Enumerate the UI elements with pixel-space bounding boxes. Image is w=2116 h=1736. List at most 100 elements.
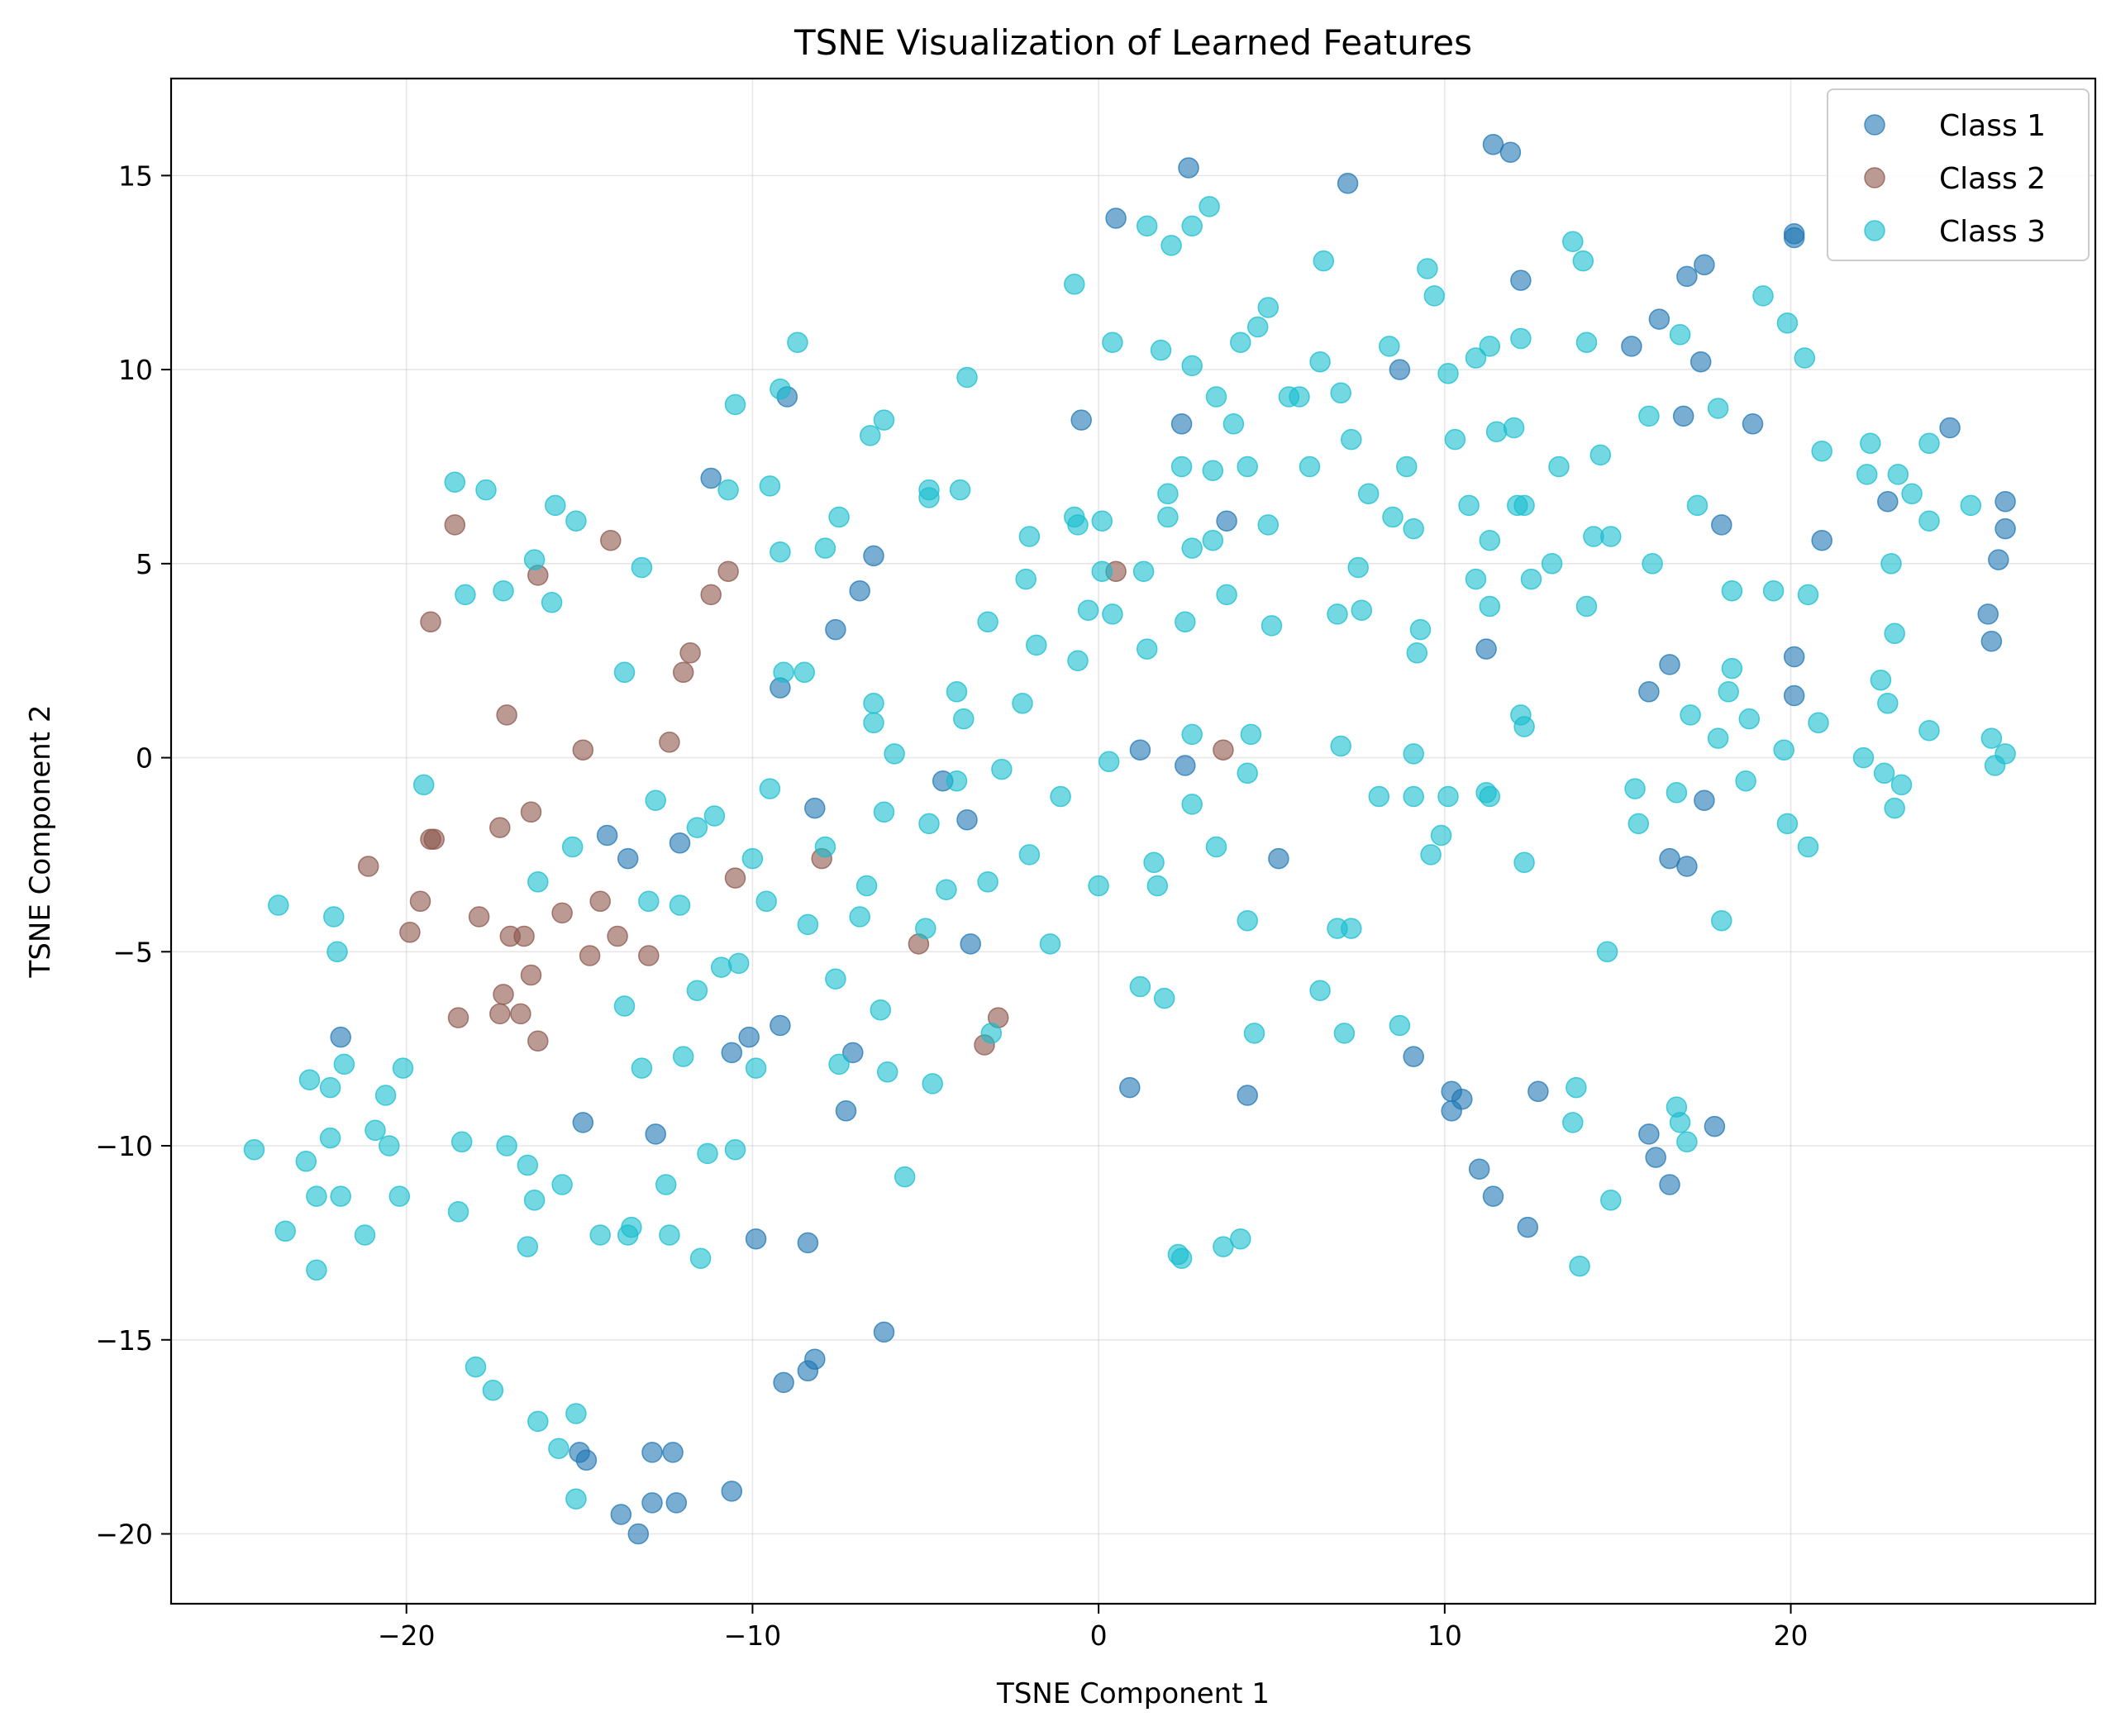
point-class-2	[638, 945, 660, 966]
point-class-1	[738, 1026, 760, 1048]
point-class-3	[412, 774, 435, 796]
point-class-3	[876, 1061, 898, 1083]
point-class-3	[828, 1053, 850, 1075]
point-class-3	[946, 770, 968, 792]
y-tick-label: −20	[95, 1518, 153, 1550]
point-class-1	[1742, 413, 1764, 435]
legend-label-class-3: Class 3	[1939, 215, 2046, 249]
point-class-3	[330, 1185, 351, 1207]
point-class-1	[665, 1492, 688, 1514]
point-class-3	[855, 875, 878, 897]
point-class-3	[1918, 510, 1940, 532]
point-class-1	[1499, 141, 1522, 163]
legend-label-class-2: Class 2	[1939, 162, 2046, 196]
point-class-1	[1676, 856, 1698, 877]
point-class-1	[627, 1523, 650, 1545]
point-class-3	[496, 1135, 517, 1157]
point-class-3	[548, 1438, 570, 1459]
point-class-3	[1711, 909, 1732, 932]
point-class-3	[1880, 553, 1902, 575]
point-class-3	[1513, 851, 1535, 874]
point-class-3	[306, 1259, 327, 1281]
point-class-3	[243, 1138, 265, 1161]
y-axis-label: TSNE Component 2	[24, 705, 57, 979]
point-class-3	[1707, 398, 1729, 419]
point-class-3	[741, 847, 764, 870]
point-class-3	[1680, 704, 1701, 726]
point-class-3	[863, 712, 884, 734]
point-class-1	[641, 1442, 663, 1463]
point-class-3	[1794, 347, 1816, 369]
point-class-3	[1050, 785, 1071, 808]
point-class-3	[1458, 494, 1480, 517]
point-class-1	[745, 1228, 767, 1250]
point-class-3	[613, 995, 636, 1017]
point-class-1	[1510, 269, 1532, 291]
point-class-3	[1901, 483, 1923, 505]
point-class-2	[724, 867, 746, 889]
point-class-1	[617, 847, 639, 870]
point-class-3	[323, 906, 345, 928]
point-class-1	[1783, 227, 1805, 249]
point-class-3	[1548, 455, 1570, 478]
x-tick-label: −10	[724, 1619, 782, 1652]
point-class-3	[703, 805, 726, 827]
point-class-3	[1012, 693, 1033, 714]
point-class-1	[1482, 1185, 1504, 1207]
point-class-3	[274, 1220, 296, 1242]
point-class-1	[330, 1026, 351, 1048]
point-class-3	[1347, 556, 1369, 579]
point-class-3	[1721, 579, 1743, 602]
point-class-3	[1884, 797, 1905, 819]
point-class-3	[1153, 987, 1175, 1009]
point-class-3	[1222, 413, 1245, 435]
point-class-3	[759, 778, 781, 799]
point-class-3	[1351, 599, 1373, 621]
point-class-3	[638, 890, 660, 913]
point-class-3	[631, 556, 653, 579]
point-class-3	[268, 894, 289, 916]
point-class-3	[755, 890, 777, 913]
legend: Class 1 Class 2 Class 3	[1827, 88, 2090, 261]
point-class-1	[873, 1321, 895, 1343]
point-class-2	[510, 1003, 531, 1025]
point-class-3	[1018, 526, 1041, 547]
point-class-3	[1642, 553, 1663, 575]
point-class-3	[1437, 363, 1459, 384]
point-class-3	[1890, 774, 1913, 796]
point-class-3	[1666, 782, 1688, 804]
point-class-3	[787, 331, 808, 353]
point-class-3	[1752, 285, 1774, 307]
point-class-1	[1638, 681, 1660, 703]
point-class-3	[1257, 297, 1280, 318]
point-class-3	[849, 906, 870, 928]
point-class-3	[1513, 494, 1535, 517]
point-class-3	[631, 1057, 653, 1079]
point-class-3	[565, 1403, 587, 1424]
point-class-3	[1628, 813, 1650, 835]
point-class-1	[842, 1042, 864, 1064]
point-class-3	[1479, 529, 1501, 551]
point-class-1	[700, 467, 722, 489]
point-class-3	[1368, 785, 1390, 808]
point-class-3	[977, 611, 998, 633]
point-class-3	[1735, 770, 1756, 792]
point-class-3	[949, 479, 971, 501]
point-class-3	[1860, 432, 1881, 455]
point-class-3	[298, 1069, 321, 1090]
point-class-1	[863, 545, 884, 567]
point-class-3	[727, 952, 750, 975]
point-class-3	[613, 661, 636, 684]
point-class-3	[1213, 1236, 1234, 1257]
point-class-1	[773, 1371, 794, 1394]
point-class-3	[991, 758, 1013, 780]
point-class-3	[1091, 560, 1113, 582]
point-class-3	[1327, 603, 1348, 625]
point-class-3	[527, 1410, 549, 1433]
point-class-3	[1918, 719, 1940, 742]
point-class-3	[724, 393, 746, 416]
point-class-3	[1299, 455, 1321, 478]
point-class-3	[1181, 355, 1203, 377]
point-class-3	[545, 494, 566, 517]
point-class-3	[1313, 250, 1335, 272]
